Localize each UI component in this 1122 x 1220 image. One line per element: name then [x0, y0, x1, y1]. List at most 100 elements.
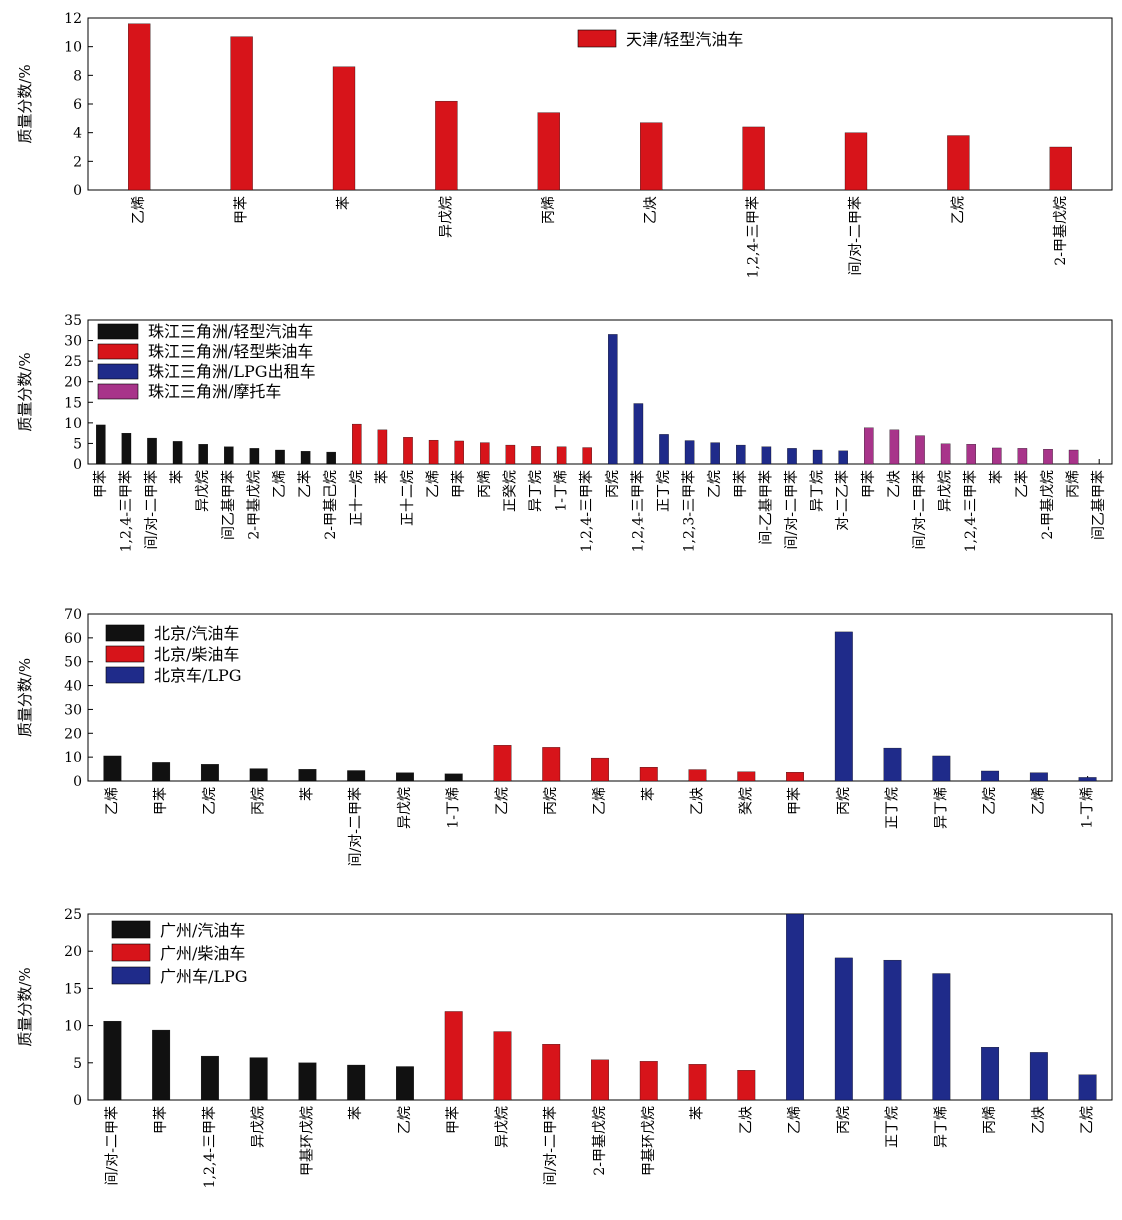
bar	[883, 959, 902, 1101]
category-label: 乙烷	[707, 470, 723, 498]
category-label: 正丁烷	[885, 787, 901, 829]
bar	[396, 772, 414, 782]
bar	[332, 66, 356, 191]
category-label: 间/对-二甲苯	[542, 1106, 559, 1185]
category-label: 苯	[988, 470, 1005, 484]
y-axis-label: 质量分数/%	[16, 352, 34, 431]
bar	[128, 23, 151, 191]
y-tick-label: 25	[64, 354, 82, 370]
category-label: 间乙基甲苯	[220, 470, 237, 540]
bar	[659, 434, 669, 465]
category-label: 丙烯	[477, 470, 493, 498]
bar	[326, 451, 336, 465]
y-tick-label: 5	[73, 436, 82, 452]
category-label: 丙烷	[836, 787, 852, 815]
category-label: 甲苯	[233, 196, 250, 224]
category-label: 异戊烷	[938, 470, 954, 512]
y-tick-label: 25	[64, 907, 82, 923]
bar	[1078, 1074, 1097, 1101]
bar	[298, 1062, 317, 1101]
y-axis-label: 质量分数/%	[16, 64, 34, 143]
category-label: 异丁烷	[528, 470, 544, 512]
category-label: 乙炔	[643, 196, 659, 224]
category-label: 正十二烷	[400, 470, 416, 526]
bar	[633, 403, 644, 465]
category-label: 甲苯	[786, 787, 803, 815]
chart-panel-2: 05101520253035质量分数/%甲苯 1,2,4-三甲苯 间/对-二甲苯苯异…	[16, 313, 1113, 552]
bar	[838, 450, 848, 465]
category-label: 丙烯	[541, 196, 557, 224]
bar	[172, 441, 183, 465]
category-label: 1,2,4-三甲苯	[745, 196, 762, 278]
bar	[812, 449, 823, 465]
bar	[915, 435, 925, 465]
category-label: 1,2,4-三甲苯	[629, 470, 646, 552]
bar	[352, 423, 362, 465]
category-label: 苯	[373, 470, 390, 484]
y-tick-label: 35	[64, 313, 82, 329]
legend-swatch	[111, 920, 151, 939]
y-tick-label: 15	[64, 395, 82, 411]
bar	[834, 631, 853, 782]
bar	[444, 1011, 463, 1101]
category-label: 正丁烷	[656, 470, 672, 512]
bar	[152, 1029, 171, 1101]
bar	[435, 100, 458, 191]
bar	[200, 1055, 219, 1101]
bar	[834, 957, 853, 1101]
y-tick-label: 4	[73, 126, 82, 142]
category-label: 甲基环戊烷	[640, 1106, 657, 1176]
bar	[96, 424, 106, 465]
bar	[992, 447, 1002, 465]
legend-label: 珠江三角洲/轻型汽油车	[148, 322, 313, 341]
y-tick-label: 20	[64, 944, 82, 960]
legend-label: 北京/汽油车	[154, 624, 239, 643]
bar	[787, 448, 797, 465]
bar	[493, 745, 512, 782]
category-label: 乙苯	[1013, 470, 1030, 498]
category-label: 乙烷	[982, 787, 998, 815]
legend-label: 珠江三角洲/LPG出租车	[148, 362, 316, 381]
bar	[844, 132, 868, 191]
category-label: 异戊烷	[251, 1106, 267, 1148]
legend-swatch	[105, 666, 145, 684]
category-label: 1,2,4-三甲苯	[962, 470, 979, 552]
bar	[347, 1064, 366, 1101]
category-label: 乙烯	[1031, 787, 1047, 815]
bar	[347, 770, 366, 782]
category-label: 苯	[169, 470, 186, 484]
category-label: 乙炔	[1031, 1106, 1047, 1134]
plot-frame	[87, 319, 1113, 465]
plot-frame	[87, 613, 1113, 782]
category-label: 2-甲基戊烷	[1039, 470, 1056, 540]
category-label: 1-丁烯	[1080, 787, 1096, 829]
category-label: 异丁烯	[933, 1106, 949, 1148]
bar	[224, 446, 234, 465]
category-label: 甲苯	[732, 470, 749, 498]
bar	[591, 757, 609, 782]
bar	[688, 769, 707, 782]
y-tick-label: 0	[73, 457, 82, 473]
category-label: 异戊烷	[494, 1106, 510, 1148]
bar	[710, 442, 720, 465]
bar	[454, 440, 464, 465]
category-label: 2-甲基戊烷	[1052, 196, 1069, 266]
bar	[249, 768, 268, 782]
legend-swatch	[97, 363, 139, 380]
y-tick-label: 60	[64, 631, 82, 647]
bar	[200, 764, 219, 782]
bar	[152, 762, 171, 782]
bar	[480, 442, 490, 465]
category-label: 1-丁烯	[554, 470, 570, 512]
bar	[889, 429, 900, 465]
bar	[505, 444, 516, 465]
bar	[300, 451, 311, 465]
bar	[932, 755, 951, 782]
bar	[1029, 772, 1048, 782]
bar	[147, 437, 157, 465]
y-tick-label: 0	[73, 774, 82, 790]
y-tick-label: 10	[64, 416, 82, 432]
bar	[1078, 777, 1097, 782]
y-tick-label: 20	[64, 726, 82, 742]
